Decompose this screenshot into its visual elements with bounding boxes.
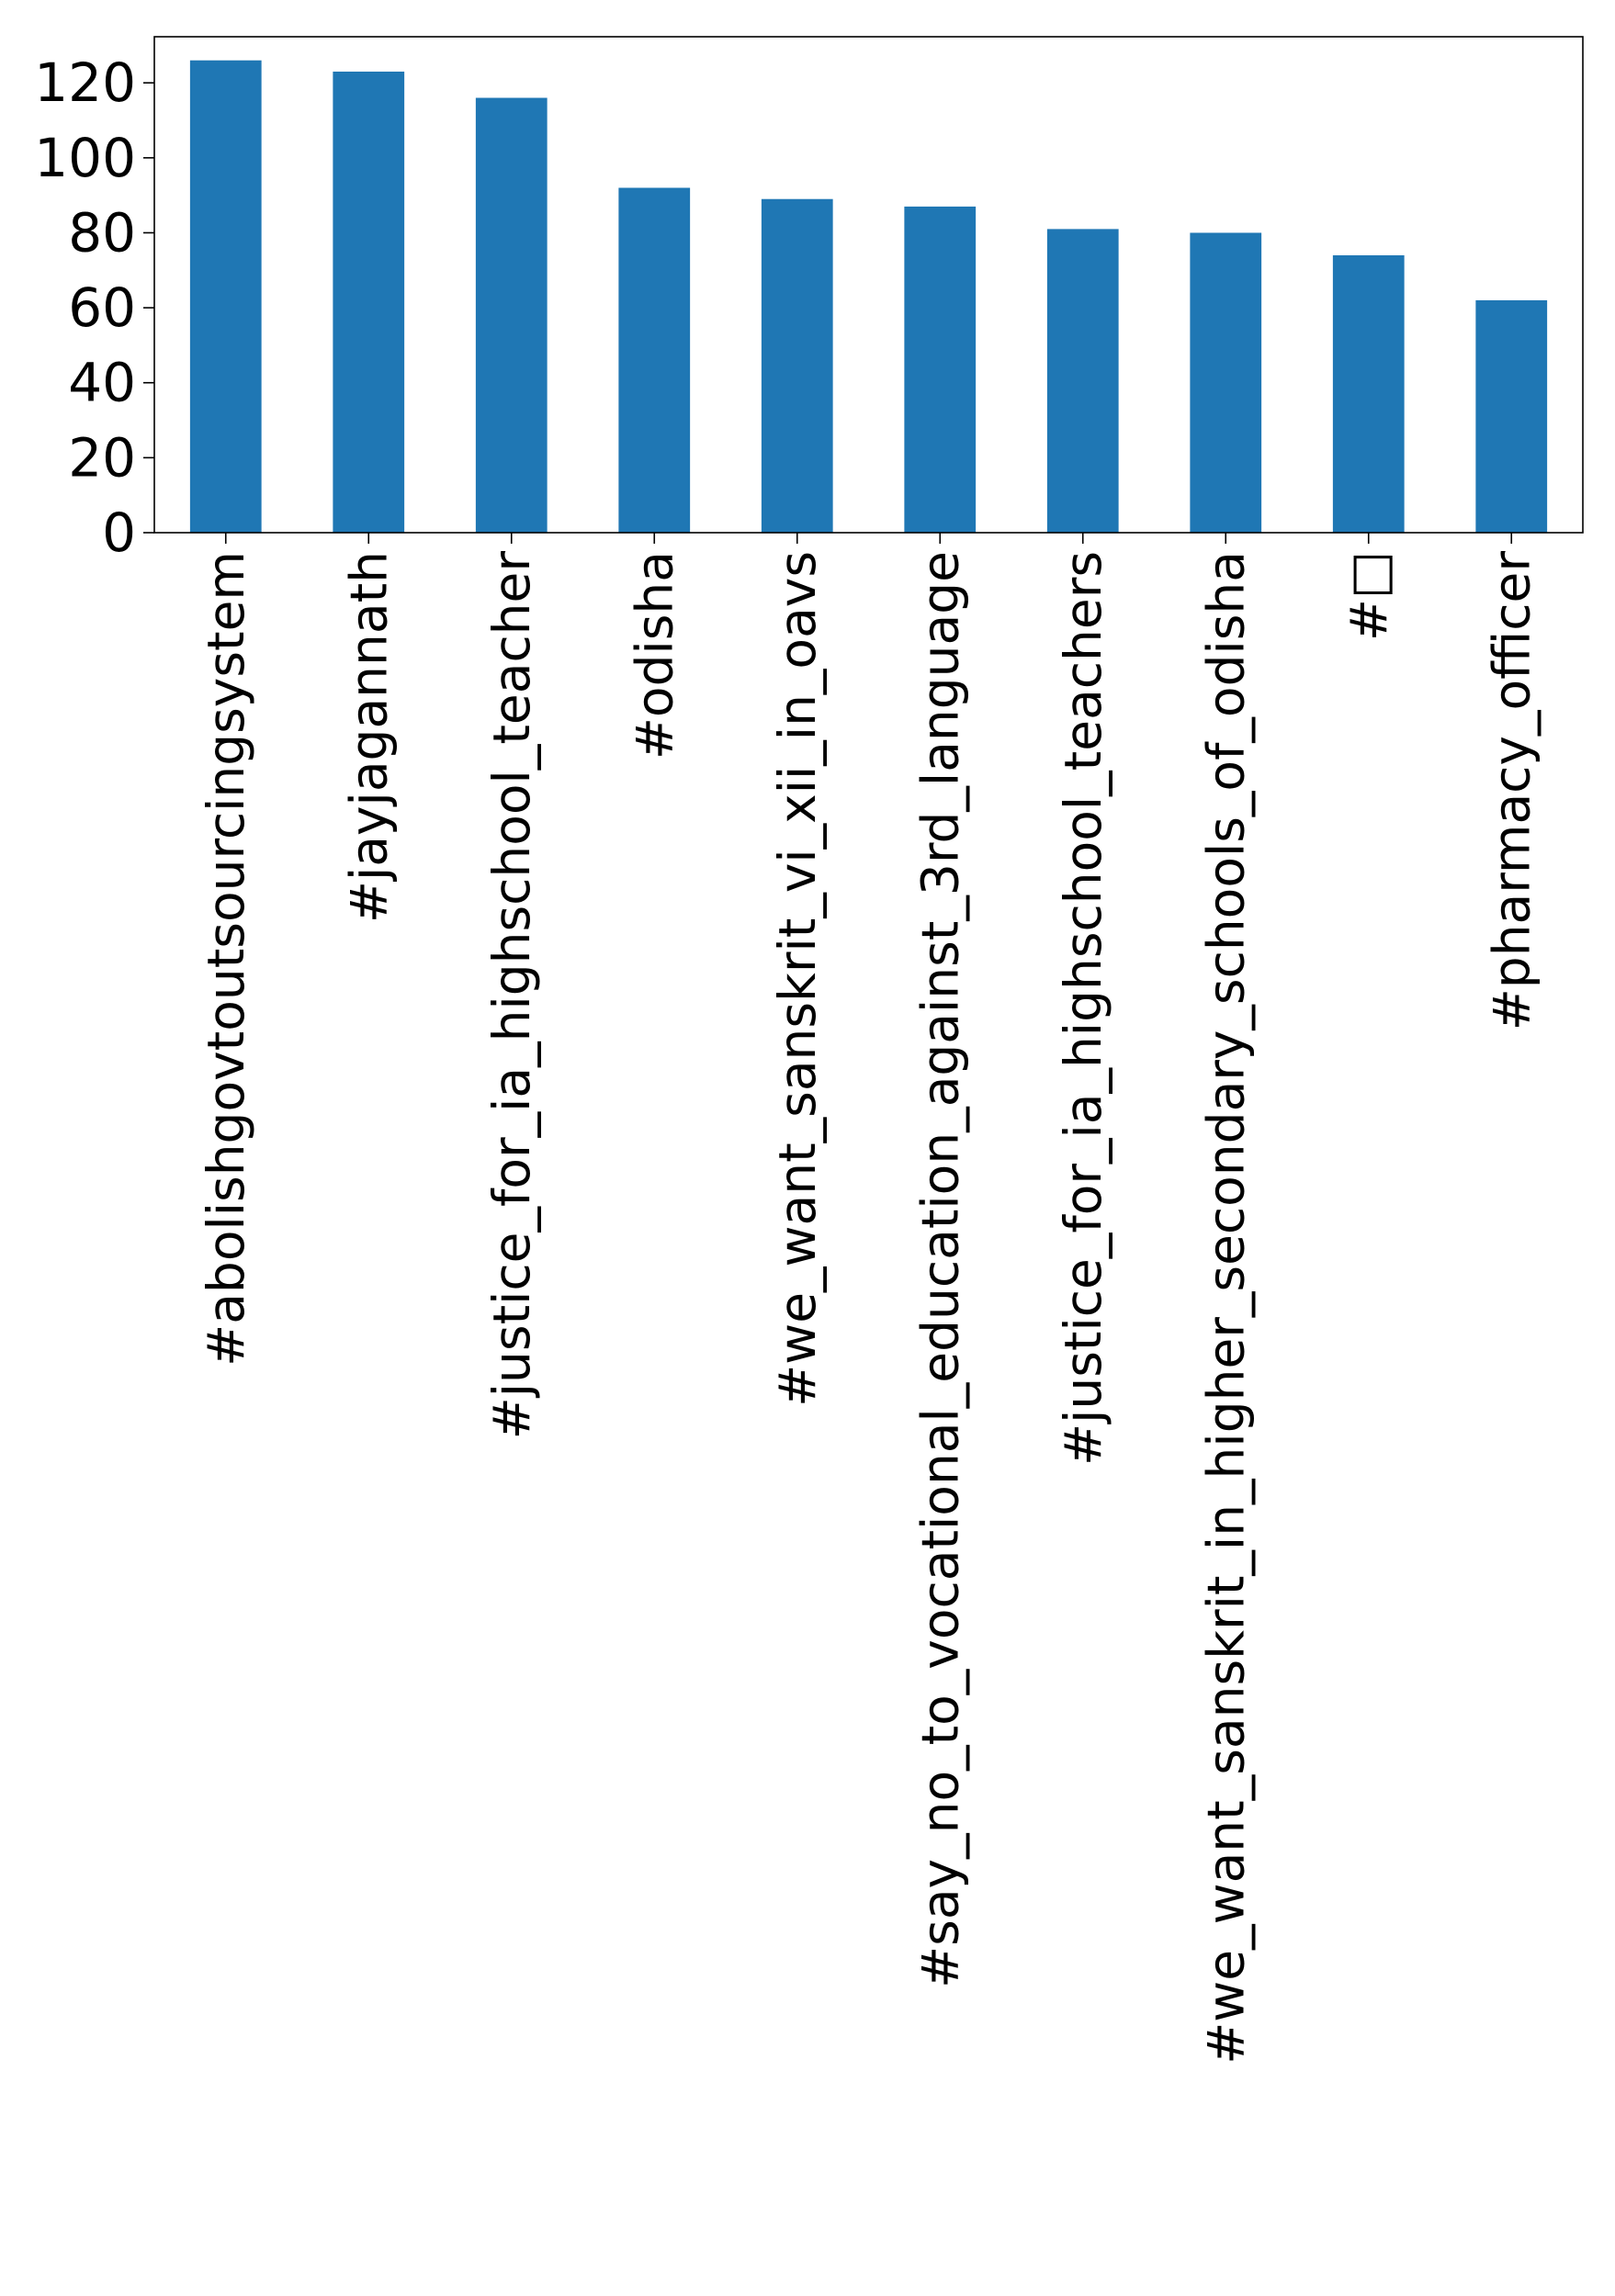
- x-axis: #abolishgovtoutsourcingsystem #jayjaganna…: [197, 533, 1541, 2065]
- x-tick-label: #□: [1339, 551, 1398, 641]
- bar-9: [1475, 299, 1548, 533]
- x-tick-label: #pharmacy_officer: [1482, 551, 1541, 1031]
- y-tick-label: 20: [68, 426, 136, 489]
- y-tick-label: 0: [102, 501, 136, 564]
- x-tick-label: #justice_for_ia_highschool_teacher: [482, 551, 541, 1440]
- y-tick-label: 80: [68, 201, 136, 264]
- bars-group: [189, 60, 1548, 534]
- y-tick-label: 40: [68, 352, 136, 414]
- x-tick-label: #we_want_sanskrit_in_higher_secondary_sc…: [1196, 551, 1255, 2065]
- x-tick-label: #jayjagannath: [339, 551, 398, 923]
- bar-2: [475, 97, 548, 533]
- bar-8: [1332, 254, 1405, 533]
- bar-1: [333, 71, 405, 534]
- y-axis: 0 20 40 60 80 100 120: [34, 51, 154, 564]
- bar-7: [1190, 232, 1262, 533]
- plot-frame: [153, 36, 1584, 534]
- bar-6: [1046, 229, 1119, 533]
- x-tick-label: #abolishgovtoutsourcingsystem: [197, 551, 255, 1367]
- y-tick-label: 120: [34, 51, 136, 114]
- bar-3: [618, 187, 691, 534]
- x-tick-label: #say_no_to_vocational_education_against_…: [910, 551, 969, 1988]
- bar-5: [904, 206, 977, 533]
- y-tick-label: 100: [34, 127, 136, 189]
- bar-0: [189, 60, 262, 533]
- x-tick-label: #justice_for_ia_highschool_teachers: [1054, 551, 1112, 1466]
- x-tick-label: #odisha: [625, 551, 683, 760]
- y-tick-label: 60: [68, 276, 136, 339]
- x-tick-label: #we_want_sanskrit_vi_xii_in_oavs: [768, 551, 827, 1407]
- bar-4: [761, 198, 833, 534]
